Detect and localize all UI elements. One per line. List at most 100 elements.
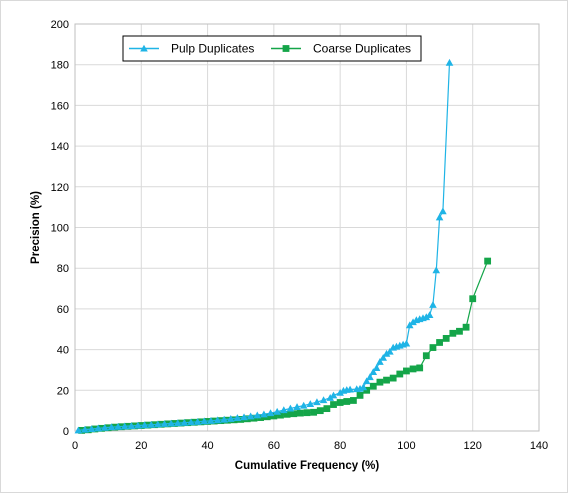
pulp-duplicates-point [402, 339, 411, 347]
pulp-duplicates-point [382, 349, 391, 357]
coarse-duplicates-point [462, 323, 470, 331]
x-tick-label: 20 [135, 440, 147, 452]
pulp-duplicates-point [134, 421, 142, 429]
coarse-duplicates-point [290, 410, 298, 418]
coarse-duplicates-point [449, 329, 457, 337]
pulp-duplicates-point [120, 422, 129, 430]
coarse-duplicates-point [383, 376, 390, 384]
coarse-duplicates-point [296, 409, 304, 417]
pulp-duplicates-point [319, 396, 328, 404]
y-tick-label: 80 [57, 263, 69, 275]
pulp-duplicates-point [260, 410, 268, 418]
coarse-duplicates-point [396, 370, 404, 378]
pulp-duplicates-point [362, 377, 371, 385]
coarse-duplicates-point [330, 401, 337, 408]
pulp-duplicates-point [286, 404, 295, 412]
coarse-duplicates-point [429, 344, 437, 351]
coarse-duplicates-point [442, 335, 450, 342]
pulp-duplicates-point [207, 417, 215, 424]
y-tick-label: 60 [57, 304, 69, 316]
coarse-duplicates-point [316, 407, 324, 415]
coarse-duplicates-point [389, 374, 397, 382]
pulp-duplicates-point [273, 407, 281, 415]
pulp-duplicates-point [173, 419, 182, 427]
legend-marker-coarse-duplicates [282, 45, 290, 52]
coarse-duplicates-point [436, 339, 443, 346]
legend-label-coarse-duplicates: Coarse Duplicates [313, 42, 411, 56]
coarse-duplicates-point [403, 367, 410, 375]
series-layer [74, 58, 492, 434]
series-pulp-duplicates [74, 58, 454, 434]
pulp-duplicates-point [226, 414, 235, 422]
pulp-duplicates-point [425, 311, 434, 319]
coarse-duplicates-point [356, 391, 364, 399]
pulp-duplicates-point [379, 353, 388, 361]
pulp-duplicates-point [127, 422, 136, 429]
pulp-duplicates-point [87, 425, 96, 433]
x-tick-label: 100 [397, 440, 415, 452]
pulp-duplicates-point [154, 420, 162, 428]
pulp-duplicates-point [432, 266, 441, 274]
pulp-duplicates-point [409, 318, 417, 326]
pulp-duplicates-point [359, 383, 368, 391]
pulp-duplicates-point [293, 403, 301, 411]
pulp-duplicates-point [376, 358, 384, 365]
coarse-duplicates-point [456, 327, 463, 335]
x-tick-label: 60 [268, 440, 280, 452]
pulp-duplicates-point [422, 313, 431, 321]
y-tick-label: 20 [57, 385, 69, 397]
pulp-duplicates-point [140, 421, 149, 429]
pulp-duplicates-point [366, 373, 374, 381]
pulp-duplicates-point [74, 426, 83, 434]
pulp-duplicates-point [435, 213, 444, 221]
legend: Pulp Duplicates Coarse Duplicates [122, 35, 422, 62]
coarse-duplicates-point [283, 410, 291, 418]
pulp-duplicates-point [445, 58, 454, 66]
pulp-duplicates-point [193, 418, 202, 425]
coarse-duplicates-point [224, 416, 231, 424]
pulp-duplicates-point [386, 347, 394, 355]
coarse-duplicates-point [416, 364, 424, 372]
pulp-duplicates-point [233, 414, 242, 422]
legend-marker-pulp-duplicates [140, 44, 148, 52]
series-coarse-duplicates [78, 257, 492, 434]
pulp-duplicates-point [429, 301, 437, 308]
y-tick-label: 100 [51, 223, 69, 235]
x-tick-label: 140 [530, 440, 548, 452]
coarse-duplicates-point [217, 417, 225, 425]
pulp-duplicates-point [372, 364, 381, 371]
pulp-duplicates-point [160, 420, 169, 427]
coarse-duplicates-point [376, 378, 384, 386]
y-tick-label: 140 [51, 141, 69, 153]
coarse-duplicates-point [343, 398, 351, 405]
pulp-duplicates-point [94, 424, 102, 432]
coarse-duplicates-point [336, 399, 344, 406]
coarse-duplicates-point [369, 382, 377, 390]
pulp-duplicates-point [220, 415, 228, 423]
pulp-duplicates-point [81, 425, 89, 433]
x-tick-label: 0 [72, 440, 78, 452]
coarse-duplicates-line [81, 260, 489, 431]
coarse-duplicates-point [409, 365, 417, 373]
pulp-duplicates-point [299, 401, 308, 409]
pulp-duplicates-point [266, 409, 275, 417]
pulp-duplicates-point [200, 417, 209, 425]
pulp-duplicates-point [326, 394, 334, 401]
coarse-duplicates-point [484, 257, 492, 265]
y-tick-label: 160 [51, 100, 69, 112]
pulp-duplicates-point [187, 418, 195, 426]
x-axis-title: Cumulative Frequency (%) [235, 460, 380, 472]
coarse-duplicates-point [469, 295, 477, 303]
pulp-duplicates-point [167, 419, 175, 427]
y-tick-label: 180 [51, 60, 69, 72]
pulp-duplicates-point [346, 385, 354, 393]
pulp-duplicates-point [246, 412, 255, 420]
y-tick-label: 200 [51, 19, 69, 31]
grid-lines [74, 23, 540, 432]
pulp-duplicates-point [213, 416, 222, 424]
y-axis-title: Precision (%) [30, 191, 42, 264]
pulp-duplicates-point [306, 400, 315, 407]
axes: 0 20 40 60 80 100 120 140 160 180 200 0 20 40 60 80 100 1… [51, 19, 549, 452]
